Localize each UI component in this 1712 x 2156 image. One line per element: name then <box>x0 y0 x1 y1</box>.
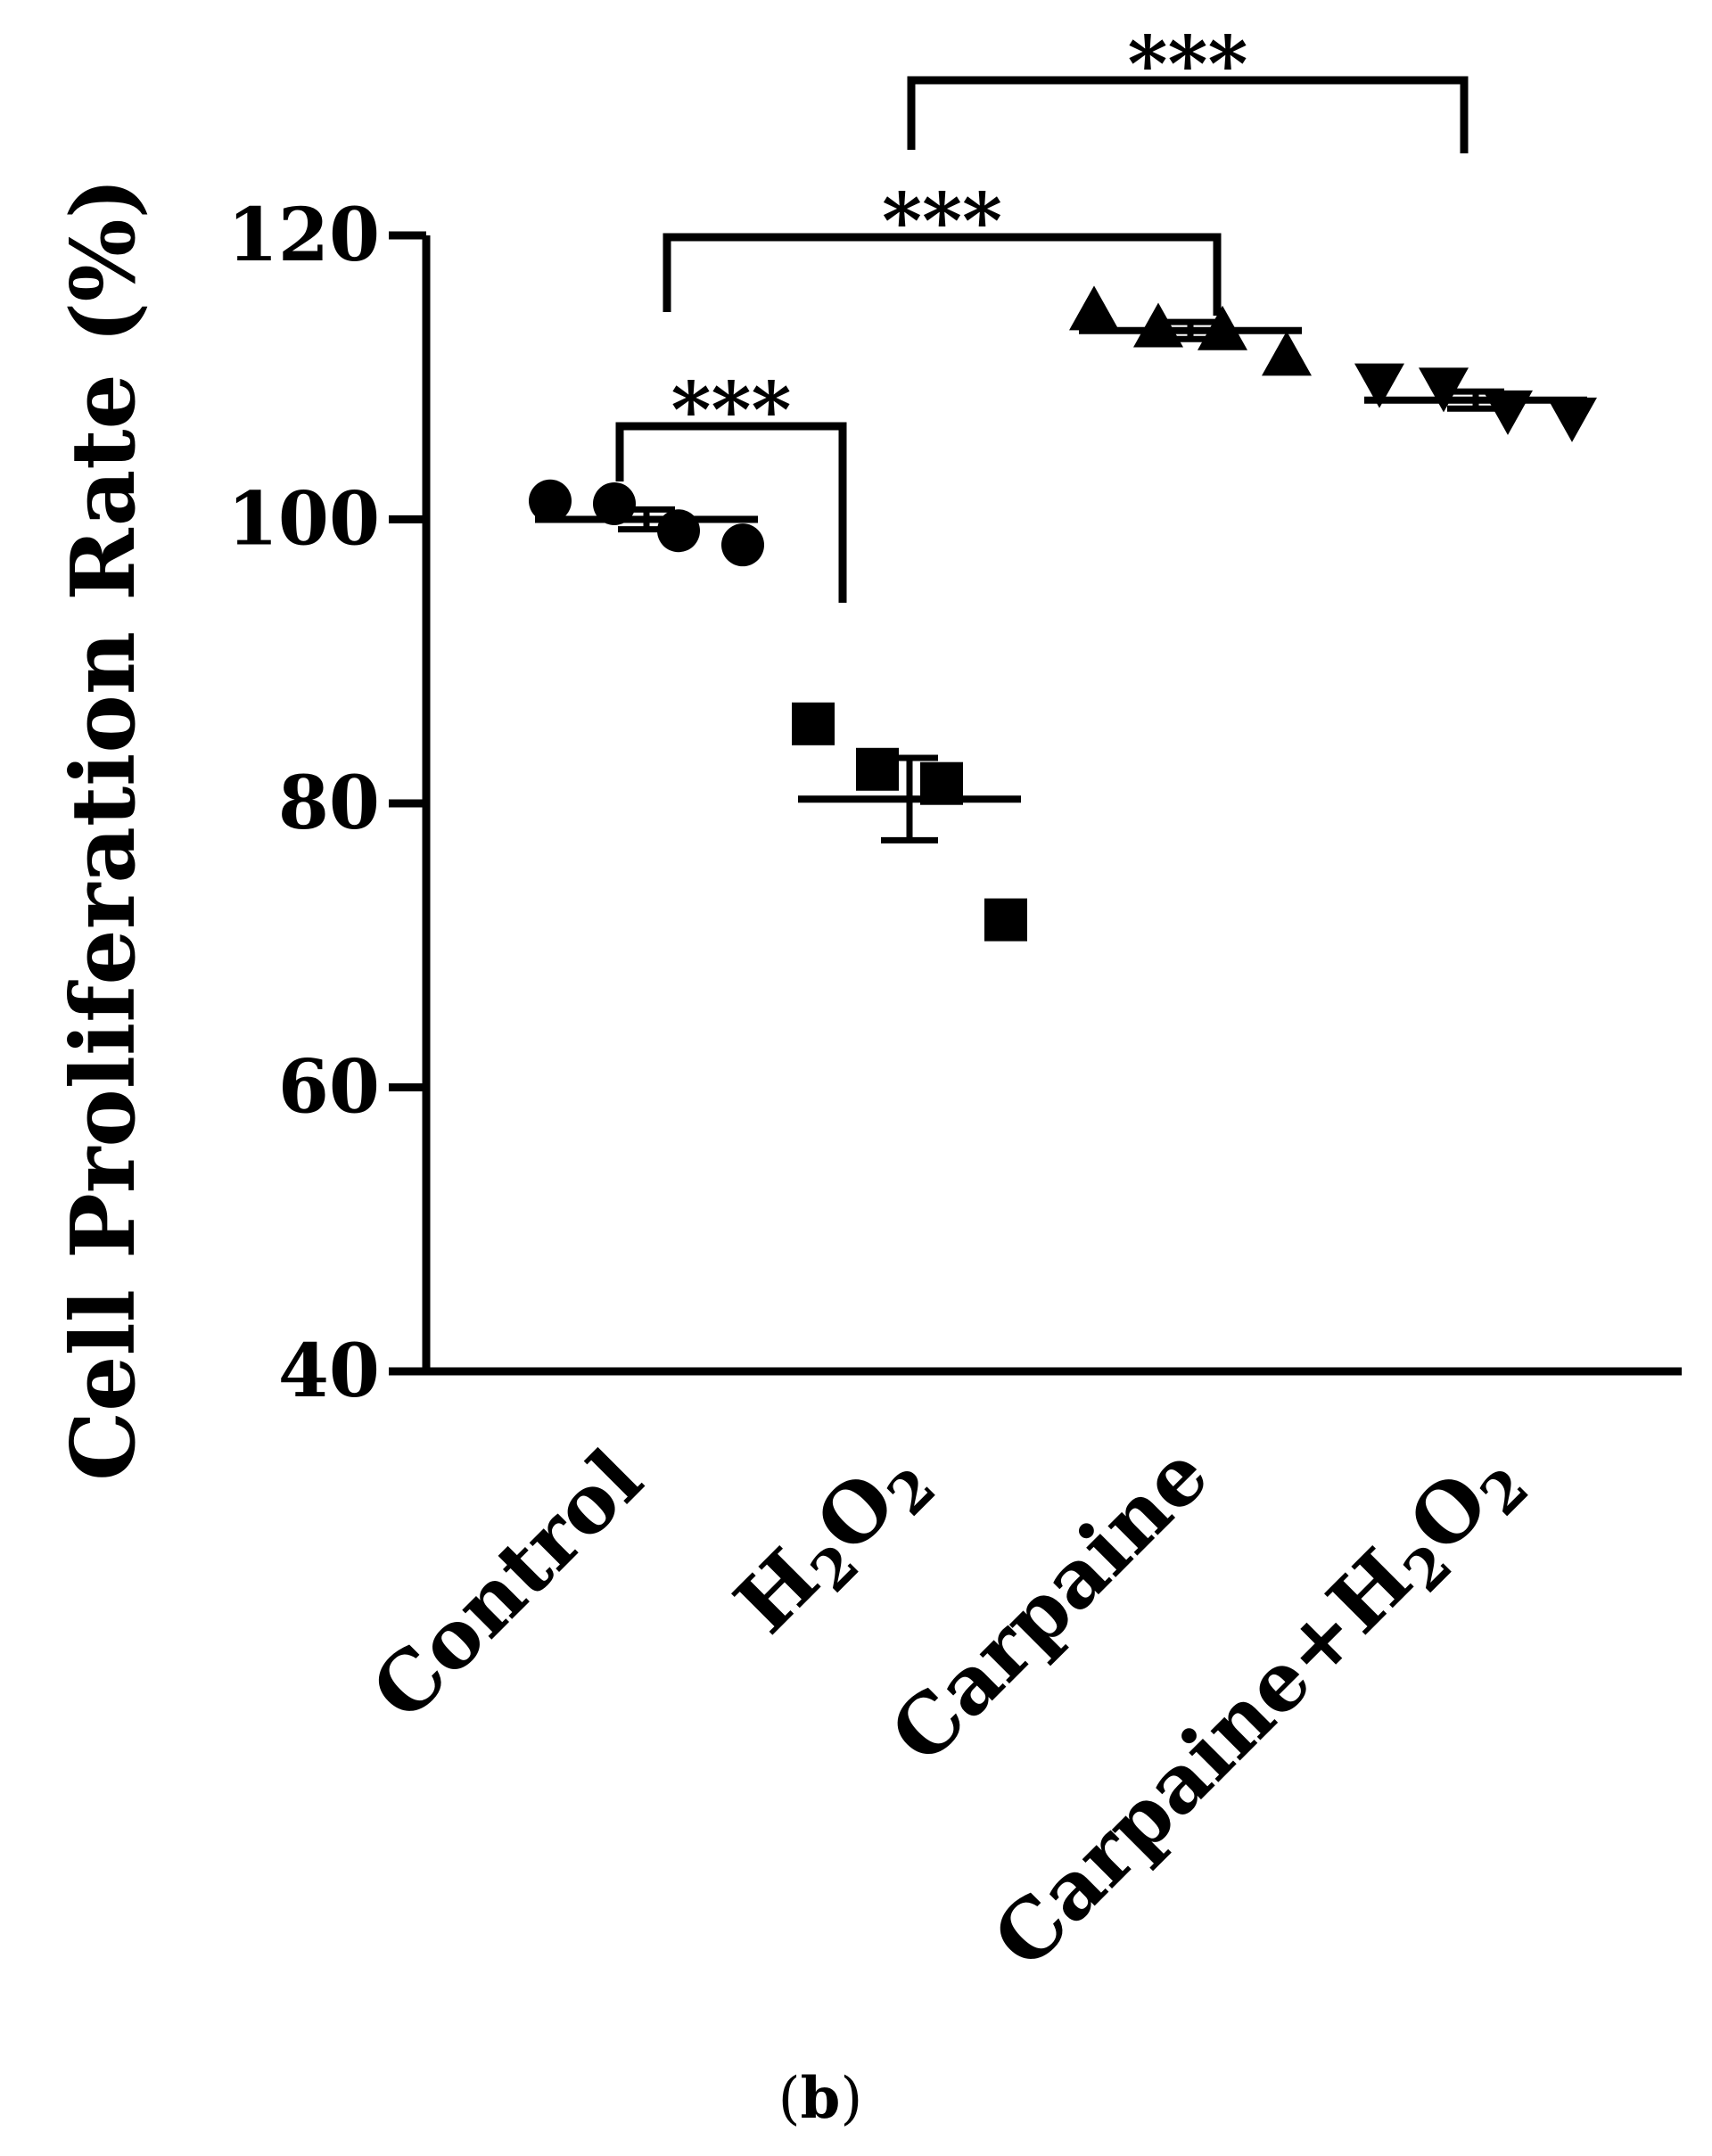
significance-bracket <box>907 76 1469 153</box>
data-point-square <box>984 898 1027 942</box>
y-axis-label: Cell Proliferation Rate (%) <box>53 177 155 1481</box>
figure-label-close: ) <box>840 2066 862 2132</box>
x-tick-label: H2O2 <box>717 1428 948 1658</box>
y-tick-label: 120 <box>227 193 380 278</box>
significance-label: *** <box>1128 20 1248 110</box>
x-tick-label: Carpaine+H2O2 <box>975 1428 1542 1994</box>
x-tick-label: Control <box>354 1432 661 1739</box>
data-point-triangle-up <box>1262 331 1312 376</box>
data-point-triangle-down <box>1547 397 1597 442</box>
figure-label: (b) <box>778 2065 863 2132</box>
data-point-triangle-up <box>1069 285 1119 331</box>
significance-brackets: *** *** *** <box>615 20 1469 603</box>
significance-bracket <box>663 233 1222 316</box>
significance-bracket <box>615 422 847 603</box>
data-point-square <box>792 702 835 745</box>
y-tick-label: 80 <box>278 761 380 846</box>
data-point-circle <box>529 479 572 523</box>
data-point-square <box>856 747 899 791</box>
significance-label: *** <box>671 366 792 456</box>
data-point-triangle-down <box>1419 367 1469 413</box>
significance-label: *** <box>882 177 1002 267</box>
y-ticks: 40 60 80 100 120 <box>227 193 426 1414</box>
data-point-triangle-down <box>1354 363 1404 408</box>
figure-label-open: ( <box>778 2066 801 2132</box>
y-tick-label: 60 <box>278 1045 380 1131</box>
y-tick-label: 40 <box>278 1329 380 1414</box>
y-tick-label: 100 <box>227 477 380 563</box>
data-point-circle <box>593 481 636 525</box>
mean-sem-bars <box>535 318 1587 843</box>
figure-label-letter: b <box>801 2065 841 2132</box>
data-point-circle <box>721 523 764 567</box>
